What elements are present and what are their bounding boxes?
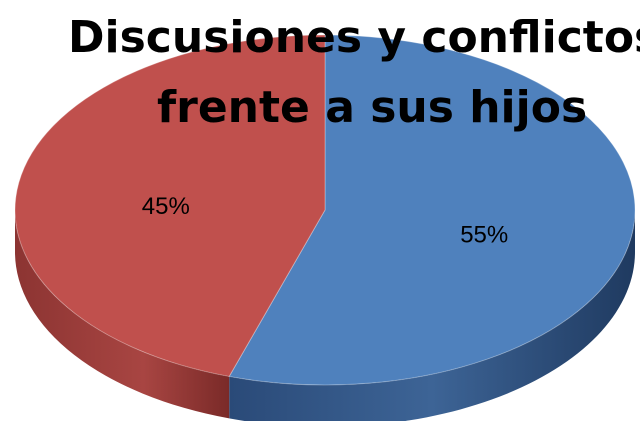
value-label: 55% [460, 222, 508, 249]
chart-title: Discusiones y conflictos [68, 12, 640, 63]
slice [14, 34, 326, 377]
chart-title: frente a sus hijos [157, 82, 587, 133]
value-label: 45% [142, 193, 190, 220]
slice-side [15, 210, 230, 419]
pie: 55% 45% [14, 34, 636, 421]
slice-side [229, 210, 635, 421]
slice [228, 34, 636, 386]
